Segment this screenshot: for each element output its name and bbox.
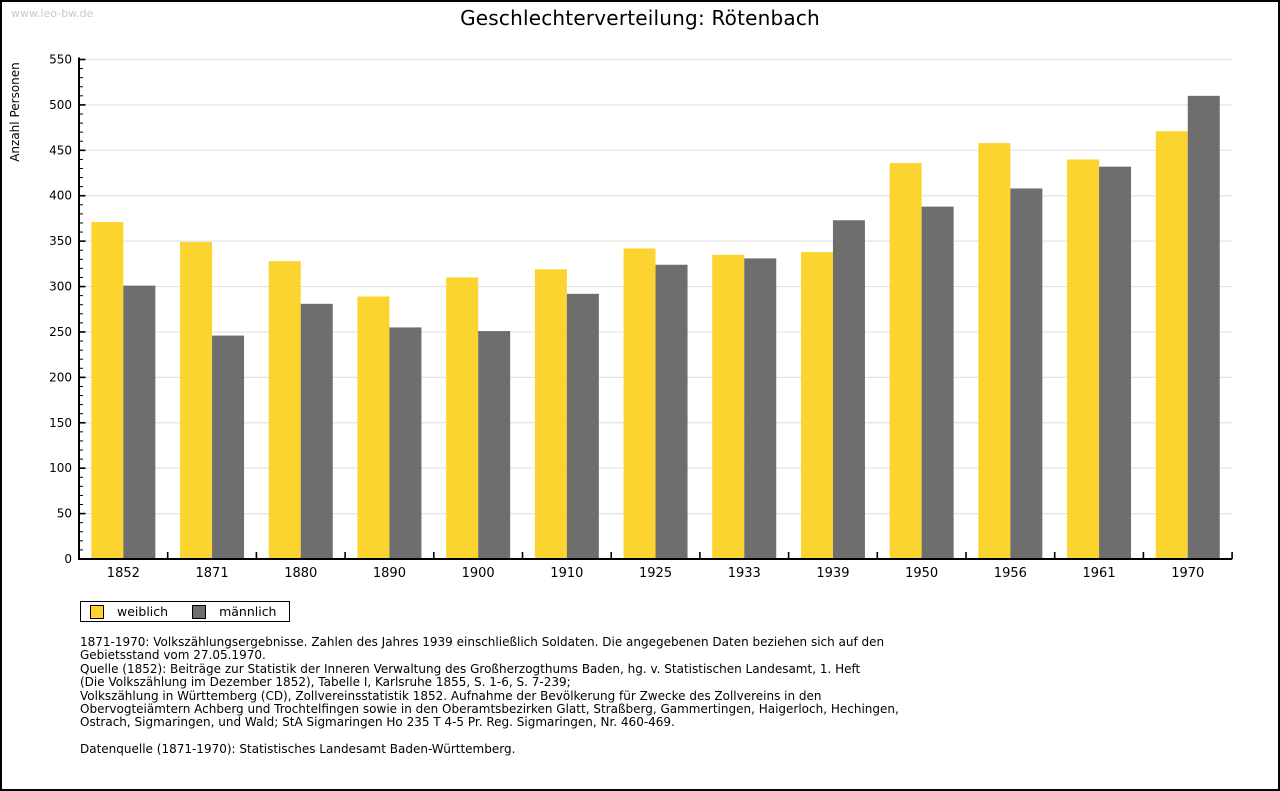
footnote-line: (Die Volkszählung im Dezember 1852), Tab… [80,676,899,689]
bar-weiblich-1852 [91,222,123,559]
footnote-line: Quelle (1852): Beiträge zur Statistik de… [80,663,899,676]
y-tick-label: 50 [57,507,72,521]
legend-label-weiblich: weiblich [117,604,168,619]
x-tick-label: 1925 [639,566,672,581]
x-tick-label: 1880 [284,566,317,581]
bar-männlich-1939 [833,220,865,559]
x-tick-label: 1871 [196,566,229,581]
footnote-block: 1871-1970: Volkszählungsergebnisse. Zahl… [80,636,899,730]
x-tick-label: 1961 [1083,566,1116,581]
bar-männlich-1925 [656,265,688,559]
y-tick-label: 250 [49,325,72,339]
y-tick-label: 500 [49,98,72,112]
x-tick-label: 1900 [462,566,495,581]
bar-weiblich-1925 [624,248,656,559]
y-tick-label: 0 [64,552,72,566]
bar-weiblich-1970 [1156,131,1188,559]
bar-männlich-1933 [744,258,776,559]
x-tick-label: 1950 [905,566,938,581]
bar-männlich-1910 [567,294,599,559]
bar-männlich-1961 [1099,167,1131,559]
footnote-line: 1871-1970: Volkszählungsergebnisse. Zahl… [80,636,899,649]
chart-legend: weiblich männlich [80,601,290,622]
y-tick-label: 350 [49,234,72,248]
legend-label-maennlich: männlich [219,604,276,619]
bar-weiblich-1933 [712,255,744,559]
chart-page: www.leo-bw.de Geschlechterverteilung: Rö… [0,0,1280,791]
bar-männlich-1900 [478,331,510,559]
x-tick-label: 1910 [550,566,583,581]
footnote-line: Ostrach, Sigmaringen, und Wald; StA Sigm… [80,716,899,729]
bar-männlich-1871 [212,336,244,559]
bar-weiblich-1950 [890,163,922,559]
datasource-note: Datenquelle (1871-1970): Statistisches L… [80,742,515,756]
bar-weiblich-1871 [180,242,212,559]
bar-weiblich-1900 [446,277,478,559]
bar-männlich-1950 [922,207,954,559]
bar-weiblich-1880 [269,261,301,559]
legend-swatch-maennlich [192,605,206,619]
y-tick-label: 450 [49,143,72,157]
legend-swatch-weiblich [90,605,104,619]
x-tick-label: 1939 [816,566,849,581]
bar-männlich-1890 [389,327,421,559]
x-tick-label: 1890 [373,566,406,581]
bar-weiblich-1939 [801,252,833,559]
y-tick-label: 100 [49,461,72,475]
x-tick-label: 1852 [107,566,140,581]
footnote-line: Gebietsstand vom 27.05.1970. [80,649,899,662]
bar-männlich-1880 [301,304,333,559]
x-tick-label: 1970 [1171,566,1204,581]
bar-männlich-1956 [1010,188,1042,559]
footnote-line: Volkszählung in Württemberg (CD), Zollve… [80,690,899,703]
bar-weiblich-1961 [1067,159,1099,559]
x-tick-label: 1933 [728,566,761,581]
bar-männlich-1852 [123,286,155,559]
bar-weiblich-1890 [357,297,389,559]
footnote-line: Obervogteiämtern Achberg und Trochtelfin… [80,703,899,716]
y-tick-label: 400 [49,189,72,203]
bar-weiblich-1910 [535,269,567,559]
bar-weiblich-1956 [978,143,1010,559]
bar-männlich-1970 [1188,96,1220,559]
y-tick-label: 300 [49,280,72,294]
y-tick-label: 150 [49,416,72,430]
x-tick-label: 1956 [994,566,1027,581]
y-tick-label: 200 [49,370,72,384]
y-tick-label: 550 [49,53,72,67]
